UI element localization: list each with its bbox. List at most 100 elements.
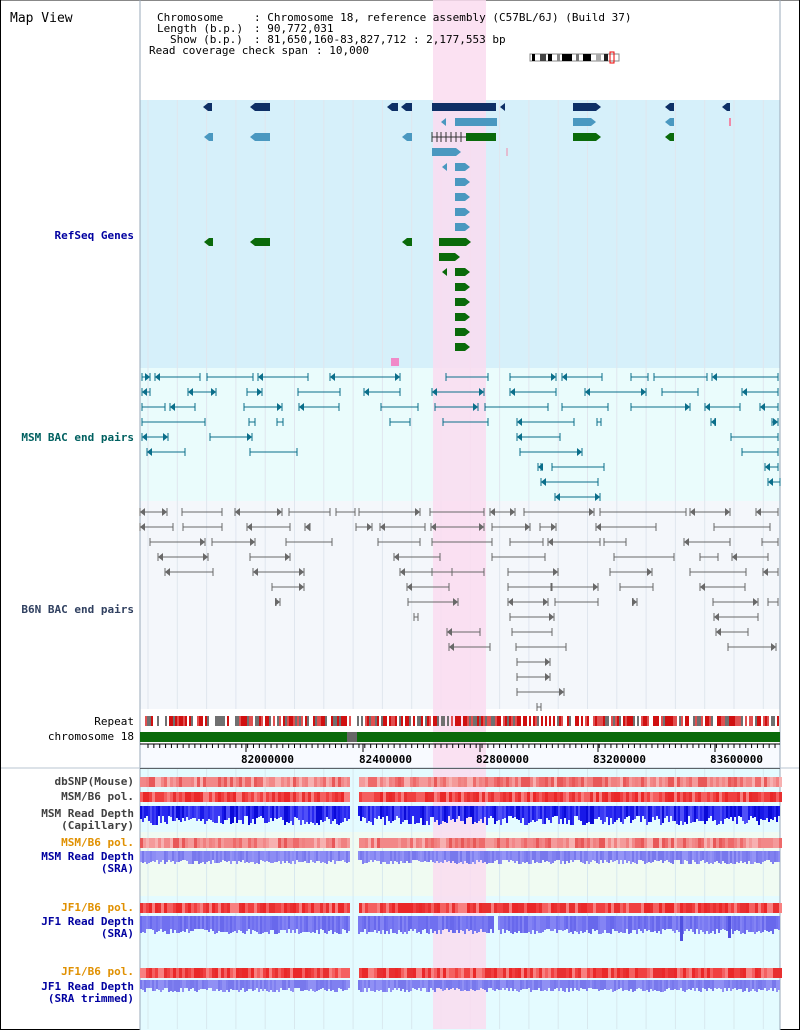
jf1-depth-bar xyxy=(600,916,602,934)
repeat-element xyxy=(545,716,547,726)
jf1-depth-bar xyxy=(630,916,632,933)
jf1-depth-bar xyxy=(756,916,758,932)
jf1-pol-trim-heat-cell xyxy=(518,968,521,978)
track-label-jf1-pol[interactable]: JF1/B6 pol. xyxy=(61,901,134,914)
repeat-element xyxy=(147,716,149,726)
msm-pol-sra-heat-cell xyxy=(488,838,491,848)
msm-sra-depth-bar xyxy=(246,851,248,862)
jf1-pol-trim-heat-cell xyxy=(215,968,218,978)
track-label-msm-bac[interactable]: MSM BAC end pairs xyxy=(21,431,134,444)
track-label-msm-depth-cap[interactable]: MSM Read Depth xyxy=(41,807,134,820)
bac-end-arrow xyxy=(700,583,705,591)
msm-sra-depth-bar xyxy=(404,851,406,863)
msm-pol-heat-cell xyxy=(635,792,638,802)
repeat-element xyxy=(533,716,535,726)
dbsnp-heat-cell xyxy=(647,777,650,787)
msm-pol-heat-cell xyxy=(731,792,734,802)
jf1-trim-depth-bar xyxy=(228,980,230,992)
msm-cap-depth-bar xyxy=(662,806,664,823)
info-show-value: : 81,650,160-83,827,712 : 2,177,553 bp xyxy=(254,33,506,46)
jf1-pol-heat-cell xyxy=(182,903,185,913)
msm-pol-heat-cell xyxy=(290,792,293,802)
track-label-refseq[interactable]: RefSeq Genes xyxy=(54,229,134,242)
jf1-trim-depth-bar xyxy=(162,980,164,990)
dbsnp-heat-cell xyxy=(698,777,701,787)
msm-cap-depth-bar xyxy=(166,806,168,824)
jf1-depth-bar xyxy=(736,916,738,930)
msm-sra-depth-bar xyxy=(578,851,580,860)
msm-pol-heat-cell xyxy=(626,792,629,802)
msm-pol-heat-cell xyxy=(776,792,779,802)
msm-pol-sra-heat-cell xyxy=(506,838,509,848)
repeat-element xyxy=(701,716,703,726)
jf1-pol-heat-cell xyxy=(566,903,569,913)
msm-pol-sra-heat-cell xyxy=(482,838,485,848)
jf1-trim-depth-bar xyxy=(536,980,538,990)
msm-cap-depth-bar xyxy=(556,806,558,816)
msm-cap-depth-bar xyxy=(344,806,346,818)
msm-pol-sra-heat-cell xyxy=(374,838,377,848)
msm-pol-sra-heat-cell xyxy=(566,838,569,848)
msm-sra-depth-bar xyxy=(484,851,486,862)
track-label-msm-depth-sra[interactable]: MSM Read Depth xyxy=(41,850,134,863)
repeat-element xyxy=(223,716,225,726)
msm-cap-depth-bar xyxy=(746,806,748,823)
repeat-element xyxy=(719,716,721,726)
jf1-pol-trim-heat-cell xyxy=(200,968,203,978)
jf1-trim-depth-bar xyxy=(446,980,448,988)
track-label-jf1-depth-trim[interactable]: JF1 Read Depth xyxy=(41,980,134,993)
jf1-depth-bar xyxy=(542,916,544,932)
repeat-element xyxy=(671,716,673,726)
jf1-trim-depth-bar xyxy=(630,980,632,989)
msm-cap-depth-bar xyxy=(182,806,184,818)
msm-pol-sra-heat-cell xyxy=(527,838,530,848)
msm-sra-depth-bar xyxy=(236,851,238,864)
dbsnp-heat-cell xyxy=(701,777,704,787)
track-label-dbsnp[interactable]: dbSNP(Mouse) xyxy=(54,775,134,788)
jf1-trim-depth-bar xyxy=(654,980,656,990)
msm-sra-depth-bar xyxy=(332,851,334,860)
jf1-depth-bar xyxy=(296,916,298,929)
repeat-element xyxy=(185,716,187,726)
msm-cap-depth-bar xyxy=(156,806,158,825)
jf1-pol-heat-cell xyxy=(623,903,626,913)
msm-cap-depth-bar xyxy=(562,806,564,824)
jf1-pol-heat-cell xyxy=(638,903,641,913)
msm-cap-depth-bar xyxy=(502,806,504,819)
ideogram-band xyxy=(557,54,560,61)
jf1-pol-trim-heat-cell xyxy=(746,968,749,978)
jf1-depth-bar xyxy=(228,916,230,934)
repeat-element xyxy=(323,716,325,726)
msm-pol-heat-cell xyxy=(212,792,215,802)
track-label-msm-pol-sra[interactable]: MSM/B6 pol. xyxy=(61,836,134,849)
msm-pol-heat-cell xyxy=(158,792,161,802)
jf1-pol-trim-heat-cell xyxy=(548,968,551,978)
msm-cap-depth-bar xyxy=(550,806,552,823)
bac-end-arrow xyxy=(525,523,530,531)
gene-arrow-right xyxy=(465,178,470,186)
jf1-depth-bar xyxy=(478,916,480,932)
repeat-element xyxy=(605,716,607,726)
gene-feature xyxy=(255,133,270,141)
msm-cap-depth-bar xyxy=(228,806,230,818)
jf1-trim-depth-bar xyxy=(296,980,298,988)
jf1-depth-bar xyxy=(762,916,764,932)
msm-cap-depth-bar xyxy=(648,806,650,822)
jf1-pol-trim-heat-cell xyxy=(377,968,380,978)
msm-cap-depth-bar xyxy=(596,806,598,819)
msm-sra-depth-bar xyxy=(622,851,624,864)
jf1-pol-trim-heat-cell xyxy=(323,968,326,978)
msm-cap-depth-bar xyxy=(570,806,572,825)
track-label-jf1-depth[interactable]: JF1 Read Depth xyxy=(41,915,134,928)
msm-pol-sra-heat-cell xyxy=(476,838,479,848)
repeat-element xyxy=(357,716,359,726)
jf1-depth-bar xyxy=(146,916,148,929)
track-label-b6n-bac[interactable]: B6N BAC end pairs xyxy=(21,603,134,616)
msm-cap-depth-bar xyxy=(266,806,268,823)
jf1-depth-bar xyxy=(660,916,662,934)
track-label-jf1-pol-trim[interactable]: JF1/B6 pol. xyxy=(61,965,134,978)
jf1-trim-depth-bar xyxy=(422,980,424,988)
track-label-msm-pol[interactable]: MSM/B6 pol. xyxy=(61,790,134,803)
jf1-pol-heat-cell xyxy=(245,903,248,913)
